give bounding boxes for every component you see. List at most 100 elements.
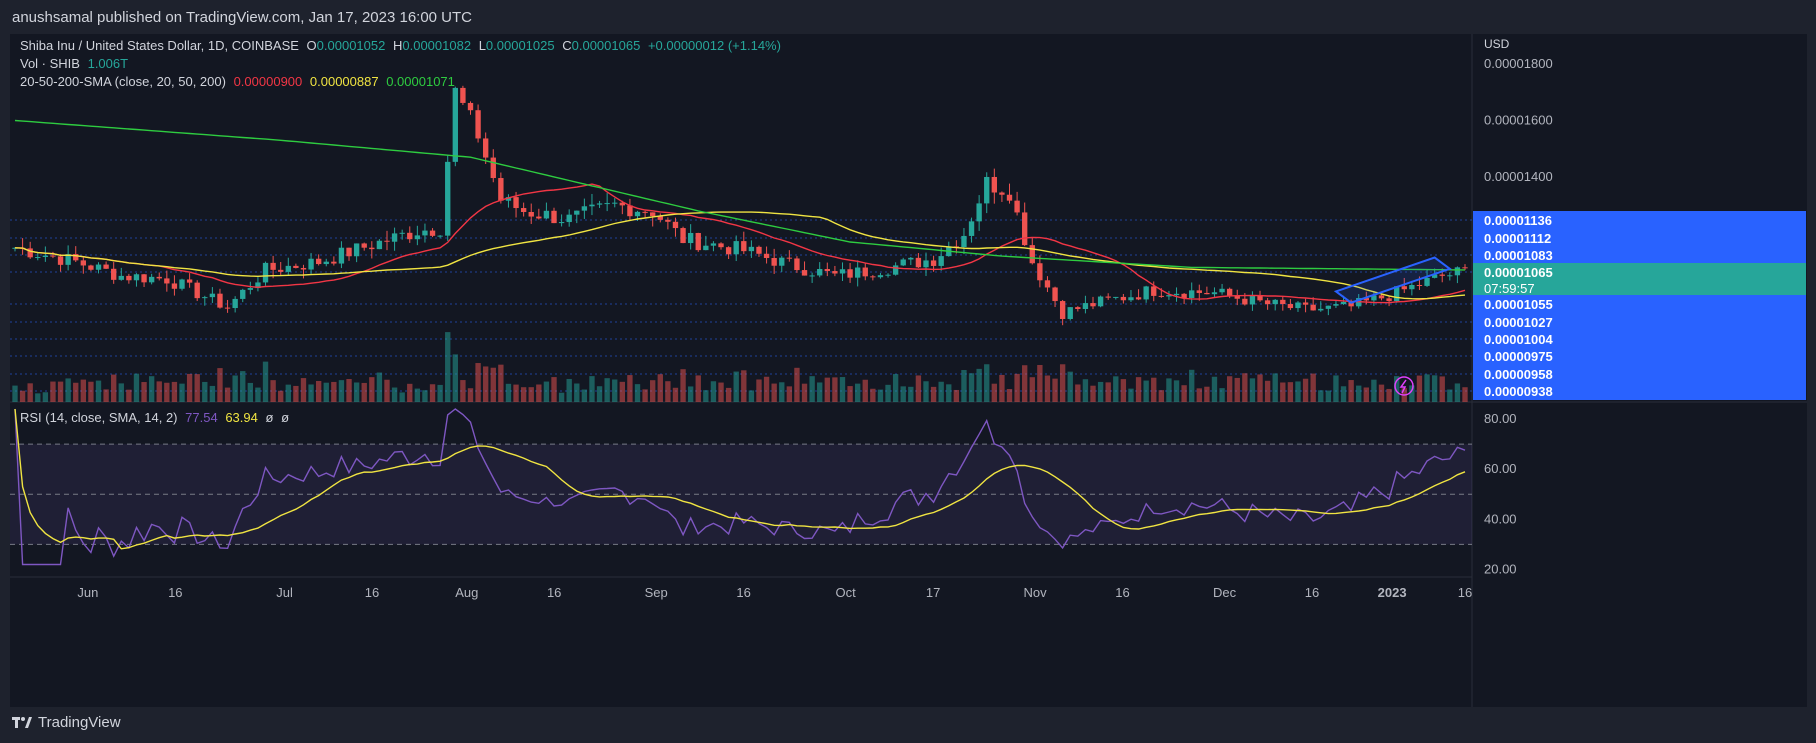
candle-body bbox=[1082, 303, 1089, 310]
volume-bar bbox=[1037, 364, 1043, 402]
volume-bar bbox=[27, 383, 33, 402]
candle-body bbox=[604, 203, 610, 205]
volume-bar bbox=[65, 378, 71, 402]
lightning-bolt bbox=[1399, 379, 1407, 394]
volume-bar bbox=[1280, 382, 1286, 402]
candle-body bbox=[817, 268, 823, 276]
chart-area[interactable]: USD 0.00001800 0.00001600 0.00001400 0.00001… bbox=[10, 34, 1807, 707]
symbol-legend: Shiba Inu / United States Dollar, 1D, CO… bbox=[20, 38, 785, 53]
candle-body bbox=[1029, 245, 1035, 264]
volume-bar bbox=[832, 377, 838, 402]
volume-bar bbox=[156, 381, 162, 402]
volume-bar bbox=[1204, 386, 1210, 402]
volume-bar bbox=[164, 382, 170, 402]
volume-bar bbox=[604, 378, 610, 402]
volume-bar bbox=[1378, 384, 1385, 402]
volume-bar bbox=[794, 367, 800, 402]
price-level-badge bbox=[1473, 295, 1806, 313]
candle-body bbox=[1219, 288, 1225, 293]
alert-lightning-icon bbox=[1394, 376, 1414, 396]
candle-body bbox=[369, 247, 375, 250]
volume-bar bbox=[930, 386, 937, 402]
volume-bar bbox=[126, 389, 132, 402]
candle-body bbox=[1401, 286, 1407, 290]
candle-body bbox=[323, 261, 329, 265]
volume-bar bbox=[589, 376, 595, 402]
candle-body bbox=[1196, 290, 1202, 293]
candle-body bbox=[391, 233, 398, 242]
volume-bar bbox=[1234, 377, 1240, 402]
candle-body bbox=[111, 268, 117, 280]
candle-body bbox=[1371, 295, 1377, 301]
volume-bar bbox=[1022, 365, 1028, 402]
volume-bar bbox=[968, 373, 975, 402]
candle-body bbox=[103, 264, 109, 269]
candle-body bbox=[483, 138, 489, 158]
change-value: +0.00000012 (+1.14%) bbox=[647, 38, 781, 53]
time-axis-tick: Dec bbox=[1213, 585, 1237, 600]
candle-body bbox=[171, 283, 178, 289]
volume-bar bbox=[574, 383, 580, 402]
volume-bar bbox=[80, 379, 87, 402]
candle-body bbox=[1226, 288, 1233, 296]
volume-bar bbox=[1113, 376, 1119, 402]
candle-body bbox=[1211, 292, 1218, 295]
candle-body bbox=[687, 232, 694, 244]
candle-body bbox=[1378, 295, 1385, 299]
volume-bar bbox=[1044, 375, 1051, 402]
volume-bar bbox=[209, 385, 216, 402]
sma20-line bbox=[14, 183, 1466, 304]
volume-bar bbox=[1219, 388, 1225, 402]
candle-body bbox=[551, 210, 557, 224]
volume-bar bbox=[278, 390, 284, 402]
price-level-label: 0.00001027 bbox=[1484, 315, 1553, 330]
volume-bar bbox=[1431, 375, 1438, 402]
candle-body bbox=[968, 221, 975, 236]
high-value: 0.00001082 bbox=[402, 38, 472, 53]
candle-body bbox=[490, 157, 496, 179]
candle-body bbox=[581, 206, 588, 211]
price-level-badge bbox=[1473, 263, 1806, 297]
volume-bar bbox=[1257, 374, 1263, 402]
tradingview-logo[interactable]: TradingView bbox=[12, 714, 121, 731]
candle-body bbox=[65, 254, 71, 265]
candle-body bbox=[1204, 292, 1210, 295]
volume-bar bbox=[1158, 390, 1165, 402]
candle-body bbox=[475, 110, 481, 139]
candle-body bbox=[976, 203, 982, 222]
lightning-circle bbox=[1394, 376, 1414, 396]
volume-bar bbox=[467, 388, 474, 402]
candle-body bbox=[1257, 295, 1263, 301]
volume-bar bbox=[1143, 380, 1149, 402]
time-axis-tick: 16 bbox=[1305, 585, 1319, 600]
volume-bar bbox=[422, 390, 428, 402]
candle-body bbox=[1090, 303, 1096, 307]
candle-body bbox=[695, 232, 701, 251]
volume-bar bbox=[839, 377, 846, 402]
volume-bar bbox=[1196, 388, 1202, 402]
candle-body bbox=[361, 243, 367, 248]
chart-svg[interactable]: USD 0.00001800 0.00001600 0.00001400 0.00001… bbox=[10, 34, 1807, 707]
candle-body bbox=[915, 257, 922, 268]
volume-bar bbox=[315, 380, 322, 402]
candle-body bbox=[445, 161, 451, 236]
volume-bar bbox=[1371, 379, 1377, 402]
volume-bar bbox=[581, 389, 588, 402]
candle-body bbox=[748, 246, 755, 252]
candle-body bbox=[1135, 297, 1142, 300]
candle-body bbox=[1409, 285, 1415, 290]
candle-body bbox=[95, 264, 102, 270]
candle-body bbox=[224, 307, 231, 309]
candle-body bbox=[57, 256, 64, 265]
time-axis-tick: 16 bbox=[365, 585, 379, 600]
candle-body bbox=[73, 254, 79, 261]
volume-bar bbox=[57, 381, 64, 402]
candle-body bbox=[194, 282, 200, 299]
price-level-label: 0.00001065 bbox=[1484, 265, 1553, 280]
rsi-sma-value: 63.94 bbox=[225, 410, 258, 425]
candle-body bbox=[1128, 297, 1134, 301]
volume-bar bbox=[1325, 390, 1332, 402]
candle-body bbox=[892, 265, 899, 275]
volume-bar bbox=[892, 374, 899, 402]
candle-body bbox=[961, 235, 967, 248]
